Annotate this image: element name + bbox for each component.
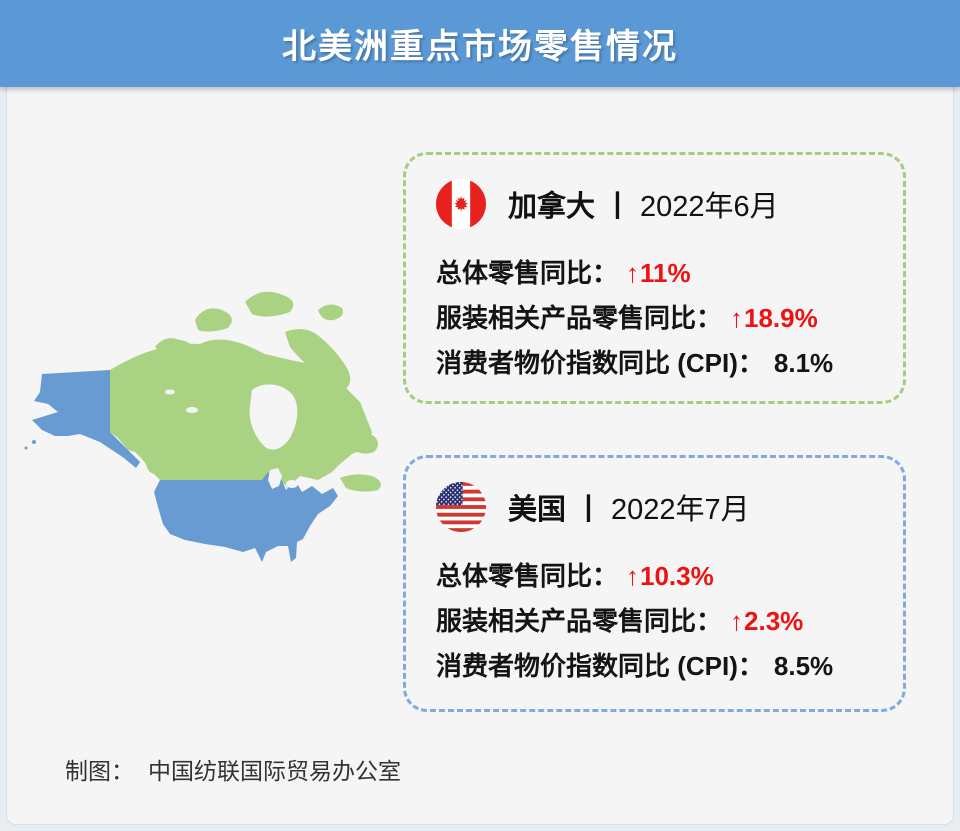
stat-value: 10.3% [640,561,714,591]
usa-card: 美国 丨 2022年7月 总体零售同比： ↑10.3% 服装相关产品零售同比： ↑2… [403,455,906,712]
usa-stats: 总体零售同比： ↑10.3% 服装相关产品零售同比： ↑2.3% 消费者物价指数同比… [436,554,885,689]
up-arrow-icon: ↑ [730,303,744,333]
title-bar: 北美洲重点市场零售情况 [0,0,960,87]
stat-label: 消费者物价指数同比 (CPI)： [436,348,764,378]
page-title: 北美洲重点市场零售情况 [282,28,678,66]
country-name: 美国 [508,494,567,526]
great-bear-lake [165,389,175,395]
stat-row: 服装相关产品零售同比： ↑2.3% [436,599,885,644]
baffin-island [285,328,351,390]
usa-card-header: 美国 丨 2022年7月 [436,482,885,532]
usa-card-title: 美国 丨 2022年7月 [508,486,750,528]
stat-label: 总体零售同比： [436,258,619,288]
canada-card-title: 加拿大 丨 2022年6月 [508,183,779,225]
aleutian-island [32,440,36,444]
country-name: 加拿大 [508,191,596,223]
up-arrow-icon: ↑ [730,606,744,636]
credit-value: 中国纺联国际贸易办公室 [148,758,401,784]
credit-label: 制图： [65,758,134,784]
up-arrow-icon: ↑ [626,258,640,288]
great-lakes [300,479,310,485]
usa-region [154,472,338,562]
canada-region [110,339,372,488]
great-lakes [268,468,282,489]
arctic-island [245,291,294,317]
arctic-island [195,308,232,332]
title-separator: 丨 [603,191,633,223]
stat-value: 18.9% [744,303,818,333]
up-arrow-icon: ↑ [626,561,640,591]
vancouver-island [146,461,162,474]
hudson-bay [249,384,298,450]
alaska-region [32,370,140,468]
nova-scotia [340,474,381,492]
canada-stats: 总体零售同比： ↑11% 服装相关产品零售同比： ↑18.9% 消费者物价指数同比 … [436,251,885,386]
stat-label: 消费者物价指数同比 (CPI)： [436,651,764,681]
stat-label: 服装相关产品零售同比： [436,606,723,636]
newfoundland-island [352,433,378,454]
stat-label: 总体零售同比： [436,561,619,591]
report-period: 2022年7月 [611,494,750,526]
stat-row: 消费者物价指数同比 (CPI)： 8.5% [436,644,885,689]
report-period: 2022年6月 [640,191,779,223]
stat-value: 11% [640,258,691,288]
great-slave-lake [186,407,198,413]
credit-line: 制图： 中国纺联国际贸易办公室 [65,752,401,786]
canada-flag-icon [436,179,486,229]
stat-row: 总体零售同比： ↑10.3% [436,554,885,599]
stat-row: 服装相关产品零售同比： ↑18.9% [436,296,885,341]
canada-card: 加拿大 丨 2022年6月 总体零售同比： ↑11% 服装相关产品零售同比： ↑18… [403,152,906,404]
arctic-island [318,304,343,321]
stat-label: 服装相关产品零售同比： [436,303,723,333]
stat-value: 8.1% [773,348,834,378]
title-separator: 丨 [574,494,604,526]
stat-row: 总体零售同比： ↑11% [436,251,885,296]
arctic-island [155,338,193,359]
canada-card-header: 加拿大 丨 2022年6月 [436,179,885,229]
stat-value: 8.5% [773,651,834,681]
great-lakes [286,480,298,488]
aleutian-island [24,446,28,450]
stat-row: 消费者物价指数同比 (CPI)： 8.1% [436,341,885,386]
usa-flag-icon [436,482,486,532]
stat-value: 2.3% [744,606,804,636]
north-america-map [24,291,381,562]
